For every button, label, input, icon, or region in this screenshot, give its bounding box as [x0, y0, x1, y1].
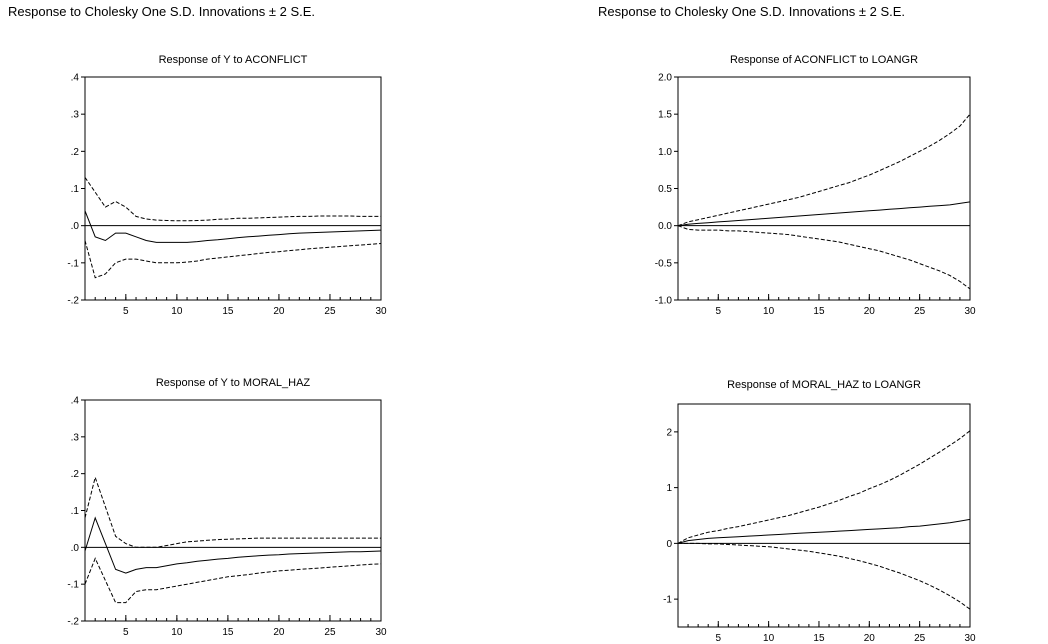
- lower-band-line: [678, 542, 971, 610]
- x-tick-label: 25: [914, 306, 926, 317]
- x-tick-label: 20: [273, 306, 285, 317]
- y-tick-label: .4: [71, 73, 80, 84]
- upper-band-line: [677, 430, 971, 544]
- x-tick-label: 25: [914, 633, 926, 644]
- chart-title: Response of Y to ACONFLICT: [159, 54, 308, 66]
- x-tick-label: 20: [864, 306, 876, 317]
- y-tick-label: -0.5: [655, 258, 673, 269]
- lower-band-line: [677, 225, 971, 290]
- response-line: [84, 516, 382, 574]
- y-tick-label: 1: [666, 483, 672, 494]
- x-tick-label: 15: [813, 306, 825, 317]
- x-tick-label: 25: [324, 306, 336, 317]
- y-tick-label: -1: [663, 595, 672, 606]
- y-tick-label: .4: [71, 396, 80, 407]
- x-tick-label: 30: [964, 633, 976, 644]
- chart-title: Response of ACONFLICT to LOANGR: [730, 54, 918, 66]
- y-tick-label: .0: [71, 543, 80, 554]
- x-tick-label: 20: [273, 627, 285, 638]
- y-tick-label: -.1: [67, 580, 79, 591]
- x-tick-label: 15: [222, 306, 234, 317]
- chart-panel-3: Response of Y to MORAL_HAZ -.2 -.1 .0 .1 .2 .3…: [67, 377, 387, 638]
- chart-panel-2: Response of ACONFLICT to LOANGR -1.0 -0.5 0…: [655, 54, 976, 317]
- y-tick-label: 0.5: [658, 184, 672, 195]
- y-tick-label: .1: [71, 506, 80, 517]
- x-tick-label: 5: [715, 306, 721, 317]
- y-tick-label: 0: [666, 539, 672, 550]
- upper-band-line: [84, 177, 381, 222]
- y-tick-label: 1.5: [658, 110, 672, 121]
- y-tick-label: .2: [71, 147, 80, 158]
- y-tick-label: 1.0: [658, 147, 672, 158]
- plot-frame: [84, 76, 382, 301]
- chart-title: Response of MORAL_HAZ to LOANGR: [727, 379, 921, 391]
- response-line: [677, 518, 971, 544]
- x-tick-label: 10: [171, 627, 183, 638]
- lower-band-line: [84, 557, 382, 604]
- x-tick-label: 20: [864, 633, 876, 644]
- y-tick-label: -.2: [67, 617, 79, 628]
- chart-panel-1: Response of Y to ACONFLICT -.2 -.1 .0 .1 .2 .3…: [67, 54, 387, 317]
- figure-heading-left: Response to Cholesky One S.D. Innovation…: [8, 4, 316, 19]
- x-tick-label: 15: [222, 627, 234, 638]
- x-tick-label: 15: [813, 633, 825, 644]
- lower-band-line: [84, 240, 382, 279]
- y-tick-label: 0.0: [658, 221, 672, 232]
- x-tick-label: 10: [763, 633, 775, 644]
- y-tick-label: -1.0: [655, 296, 673, 307]
- x-tick-label: 30: [375, 627, 387, 638]
- x-tick-label: 25: [324, 627, 336, 638]
- y-tick-label: 2.0: [658, 73, 672, 84]
- x-tick-label: 30: [375, 306, 387, 317]
- y-tick-label: .2: [71, 469, 80, 480]
- x-tick-label: 30: [964, 306, 976, 317]
- x-tick-label: 10: [763, 306, 775, 317]
- upper-band-line: [84, 475, 381, 548]
- plot-frame: [84, 399, 382, 622]
- x-tick-label: 10: [171, 306, 183, 317]
- y-tick-label: -.1: [67, 258, 79, 269]
- y-tick-label: .3: [71, 110, 80, 121]
- y-tick-label: .0: [71, 221, 80, 232]
- y-tick-label: .1: [71, 184, 80, 195]
- response-line: [677, 201, 971, 227]
- plot-frame: [677, 403, 971, 628]
- x-tick-label: 5: [123, 306, 129, 317]
- chart-title: Response of Y to MORAL_HAZ: [156, 377, 311, 389]
- y-tick-label: 2: [666, 427, 672, 438]
- y-tick-label: .3: [71, 432, 80, 443]
- x-tick-label: 5: [715, 633, 721, 644]
- upper-band-line: [677, 113, 971, 227]
- plot-frame: [677, 76, 971, 301]
- figure-heading-right: Response to Cholesky One S.D. Innovation…: [598, 4, 906, 19]
- x-tick-label: 5: [123, 627, 129, 638]
- response-line: [84, 210, 382, 243]
- y-tick-label: -.2: [67, 296, 79, 307]
